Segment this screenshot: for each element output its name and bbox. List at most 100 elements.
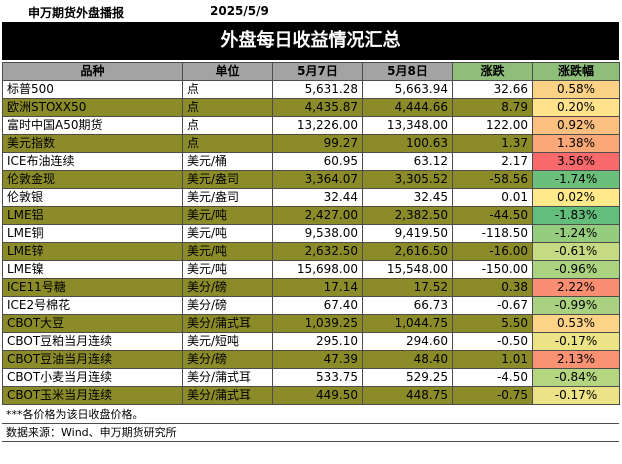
cell-may7: 3,364.07	[272, 170, 363, 189]
cell-name: 富时中国A50期货	[2, 116, 183, 135]
cell-change: -150.00	[452, 260, 533, 279]
col-header-may8: 5月8日	[362, 62, 453, 81]
cell-change: 1.01	[452, 350, 533, 369]
cell-may7: 449.50	[272, 386, 363, 405]
cell-may7: 60.95	[272, 152, 363, 171]
table-row: ICE11号糖 美分/磅 17.14 17.52 0.38 2.22%	[2, 278, 620, 297]
returns-table: 品种 单位 5月7日 5月8日 涨跌 涨跌幅 标普500 点 5,631.28 5,6…	[2, 62, 620, 405]
cell-may7: 2,632.50	[272, 242, 363, 261]
cell-may7: 67.40	[272, 296, 363, 315]
cell-unit: 美元/吨	[182, 242, 273, 261]
cell-may7: 533.75	[272, 368, 363, 387]
cell-unit: 美分/蒲式耳	[182, 368, 273, 387]
cell-unit: 点	[182, 80, 273, 99]
cell-may7: 47.39	[272, 350, 363, 369]
cell-change: 0.38	[452, 278, 533, 297]
cell-may7: 17.14	[272, 278, 363, 297]
cell-may7: 13,226.00	[272, 116, 363, 135]
cell-change: -58.56	[452, 170, 533, 189]
table-row: 美元指数点 99.27 100.63 1.37 1.38%	[2, 134, 620, 153]
cell-unit: 美元/盎司	[182, 170, 273, 189]
cell-change-pct: 0.20%	[532, 98, 620, 117]
table-row: 欧洲STOXX50 点 4,435.87 4,444.66 8.79 0.20%	[2, 98, 620, 117]
table-row: 伦敦金现 美元/盎司 3,364.07 3,305.52 -58.56 -1.74%	[2, 170, 620, 189]
cell-unit: 美分/磅	[182, 296, 273, 315]
cell-may8: 17.52	[362, 278, 453, 297]
cell-may8: 5,663.94	[362, 80, 453, 99]
cell-name: LME铝	[2, 206, 183, 225]
col-header-may7: 5月7日	[272, 62, 363, 81]
table-row: 伦敦银 美元/盎司 32.44 32.45 0.01 0.02%	[2, 188, 620, 207]
cell-change: -0.75	[452, 386, 533, 405]
cell-change-pct: -0.96%	[532, 260, 620, 279]
cell-name: CBOT豆油当月连续	[2, 350, 183, 369]
cell-unit: 点	[182, 116, 273, 135]
cell-change-pct: 3.56%	[532, 152, 620, 171]
footer: ***各价格为该日收盘价格。 数据来源：Wind、申万期货研究所	[2, 406, 619, 442]
table-row: LME锌 美元/吨 2,632.50 2,616.50 -16.00 -0.61%	[2, 242, 620, 261]
cell-unit: 美元/吨	[182, 206, 273, 225]
cell-change-pct: -1.83%	[532, 206, 620, 225]
table-header-row: 品种 单位 5月7日 5月8日 涨跌 涨跌幅	[2, 62, 620, 81]
cell-change-pct: -0.84%	[532, 368, 620, 387]
cell-name: ICE2号棉花	[2, 296, 183, 315]
col-header-unit: 单位	[182, 62, 273, 81]
report-title: 申万期货外盘播报	[28, 6, 125, 20]
table-row: CBOT豆油当月连续 美分/磅 47.39 48.40 1.01 2.13%	[2, 350, 620, 369]
cell-name: 伦敦银	[2, 188, 183, 207]
cell-may8: 66.73	[362, 296, 453, 315]
cell-may8: 2,382.50	[362, 206, 453, 225]
cell-may7: 99.27	[272, 134, 363, 153]
cell-unit: 美元/桶	[182, 152, 273, 171]
cell-unit: 美分/蒲式耳	[182, 386, 273, 405]
cell-may8: 4,444.66	[362, 98, 453, 117]
cell-change: 8.79	[452, 98, 533, 117]
cell-change: 1.37	[452, 134, 533, 153]
table-row: ICE2号棉花 美分/磅 67.40 66.73 -0.67 -0.99%	[2, 296, 620, 315]
cell-change-pct: -0.99%	[532, 296, 620, 315]
cell-name: 标普500	[2, 80, 183, 99]
cell-may7: 295.10	[272, 332, 363, 351]
cell-unit: 点	[182, 98, 273, 117]
cell-unit: 美元/吨	[182, 260, 273, 279]
cell-change-pct: 2.13%	[532, 350, 620, 369]
footer-source: 数据来源：Wind、申万期货研究所	[2, 424, 619, 442]
cell-name: CBOT大豆	[2, 314, 183, 333]
cell-may8: 3,305.52	[362, 170, 453, 189]
cell-may7: 32.44	[272, 188, 363, 207]
cell-may8: 2,616.50	[362, 242, 453, 261]
cell-change: -4.50	[452, 368, 533, 387]
cell-unit: 美元/盎司	[182, 188, 273, 207]
cell-change-pct: -1.24%	[532, 224, 620, 243]
cell-may8: 63.12	[362, 152, 453, 171]
cell-may8: 529.25	[362, 368, 453, 387]
cell-change: 32.66	[452, 80, 533, 99]
cell-may8: 48.40	[362, 350, 453, 369]
cell-may8: 1,044.75	[362, 314, 453, 333]
cell-change: 122.00	[452, 116, 533, 135]
cell-change: -44.50	[452, 206, 533, 225]
table-row: CBOT大豆 美分/蒲式耳 1,039.25 1,044.75 5.50 0.53%	[2, 314, 620, 333]
cell-may8: 294.60	[362, 332, 453, 351]
cell-may8: 448.75	[362, 386, 453, 405]
cell-change-pct: 2.22%	[532, 278, 620, 297]
cell-name: LME锌	[2, 242, 183, 261]
table-row: LME铜 美元/吨 9,538.00 9,419.50 -118.50 -1.24%	[2, 224, 620, 243]
cell-change-pct: -0.17%	[532, 332, 620, 351]
summary-banner: 外盘每日收益情况汇总	[2, 22, 619, 60]
cell-change-pct: -1.74%	[532, 170, 620, 189]
cell-may8: 100.63	[362, 134, 453, 153]
cell-unit: 点	[182, 134, 273, 153]
cell-change: -0.50	[452, 332, 533, 351]
cell-change: -16.00	[452, 242, 533, 261]
cell-change: -118.50	[452, 224, 533, 243]
cell-may7: 15,698.00	[272, 260, 363, 279]
cell-name: CBOT玉米当月连续	[2, 386, 183, 405]
col-header-change: 涨跌	[452, 62, 533, 81]
cell-change-pct: 0.58%	[532, 80, 620, 99]
table-row: 标普500 点 5,631.28 5,663.94 32.66 0.58%	[2, 80, 620, 99]
table-row: LME铝 美元/吨 2,427.00 2,382.50 -44.50 -1.83%	[2, 206, 620, 225]
cell-change-pct: 0.53%	[532, 314, 620, 333]
cell-change: 5.50	[452, 314, 533, 333]
